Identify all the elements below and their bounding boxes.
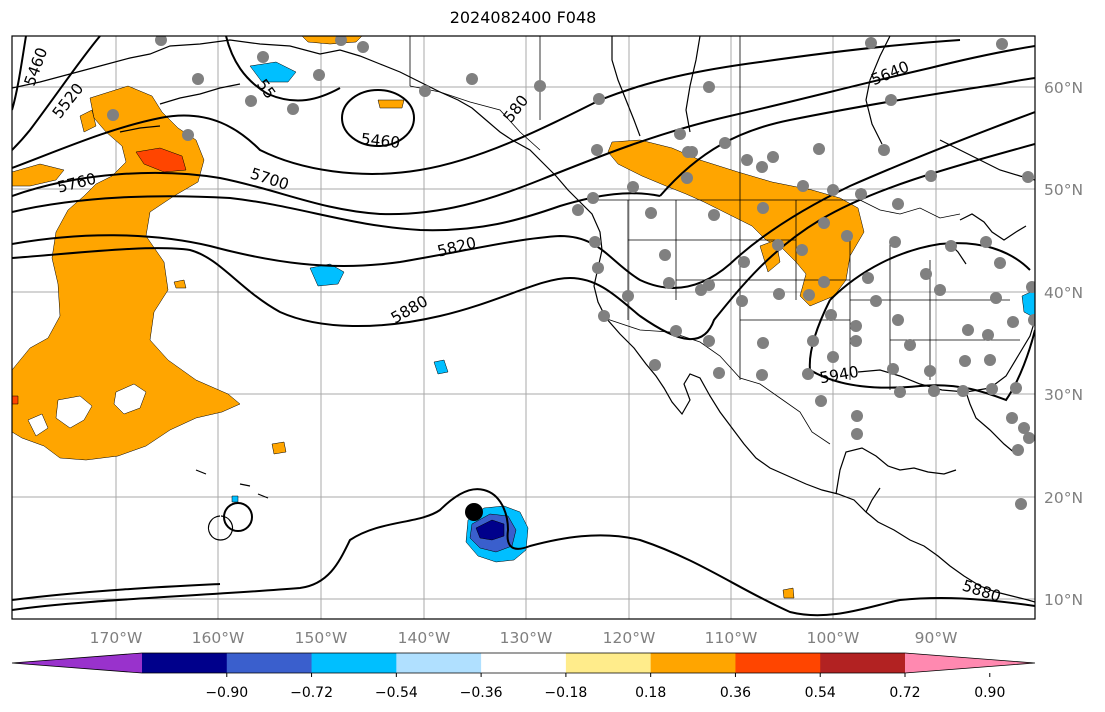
lat-label: 50°N (1044, 181, 1083, 199)
colorbar: −0.90 −0.72 −0.54 −0.36 −0.18 0.18 0.36 0.54 0.7… (11, 652, 1036, 701)
colorbar-extend-max (905, 653, 1035, 673)
colorbar-tick-label: 0.54 (805, 685, 836, 701)
colorbar-tick-label: −0.90 (205, 685, 248, 701)
colorbar-segment (650, 653, 736, 673)
lon-label: 140°W (398, 629, 451, 647)
colorbar-tick-label: 0.36 (720, 685, 751, 701)
lon-label: 170°W (90, 629, 143, 647)
lon-label: 100°W (807, 629, 860, 647)
lon-label: 120°W (603, 629, 656, 647)
anomaly-holes (27, 383, 147, 437)
strong-positive-anomaly (12, 147, 187, 405)
colorbar-tick-label: −0.36 (460, 685, 503, 701)
positive-anomaly-areas (12, 36, 865, 599)
station-markers (107, 36, 1035, 510)
colorbar-segment (481, 653, 567, 673)
colorbar-segment (735, 653, 821, 673)
coastlines (12, 36, 1035, 603)
lon-axis-labels: 170°W 160°W 150°W 140°W 130°W 120°W 110°… (90, 629, 958, 647)
colorbar-tick-label: 0.90 (974, 685, 1005, 701)
colorbar-segment (142, 653, 228, 673)
colorbar-segment (396, 653, 482, 673)
colorbar-tick-label: 0.18 (635, 685, 666, 701)
lat-label: 60°N (1044, 79, 1083, 97)
map-title: 2024082400 F048 (449, 8, 597, 27)
colorbar-tick-label: −0.18 (544, 685, 587, 701)
colorbar-segment (565, 653, 652, 673)
contour-label: 5460 (360, 130, 401, 152)
lat-label: 20°N (1044, 489, 1083, 507)
lat-label: 30°N (1044, 386, 1083, 404)
colorbar-outline (11, 652, 1036, 674)
lat-label: 40°N (1044, 284, 1083, 302)
storm-center-marker (465, 503, 483, 521)
lat-label: 10°N (1044, 591, 1083, 609)
lon-label: 150°W (295, 629, 348, 647)
colorbar-segment (820, 653, 906, 673)
lon-label: 90°W (915, 629, 958, 647)
lat-axis-labels: 60°N 50°N 40°N 30°N 20°N 10°N (1044, 79, 1083, 609)
colorbar-tick-label: −0.54 (375, 685, 418, 701)
colorbar-segment (311, 653, 397, 673)
colorbar-extend-min (12, 653, 142, 673)
lon-label: 130°W (500, 629, 553, 647)
plot-frame (11, 35, 1036, 620)
lon-label: 160°W (192, 629, 245, 647)
lon-label: 110°W (705, 629, 758, 647)
colorbar-tick-label: 0.72 (889, 685, 920, 701)
colorbar-segment (226, 653, 313, 673)
political-borders (409, 36, 1020, 445)
colorbar-tick-label: −0.72 (290, 685, 333, 701)
